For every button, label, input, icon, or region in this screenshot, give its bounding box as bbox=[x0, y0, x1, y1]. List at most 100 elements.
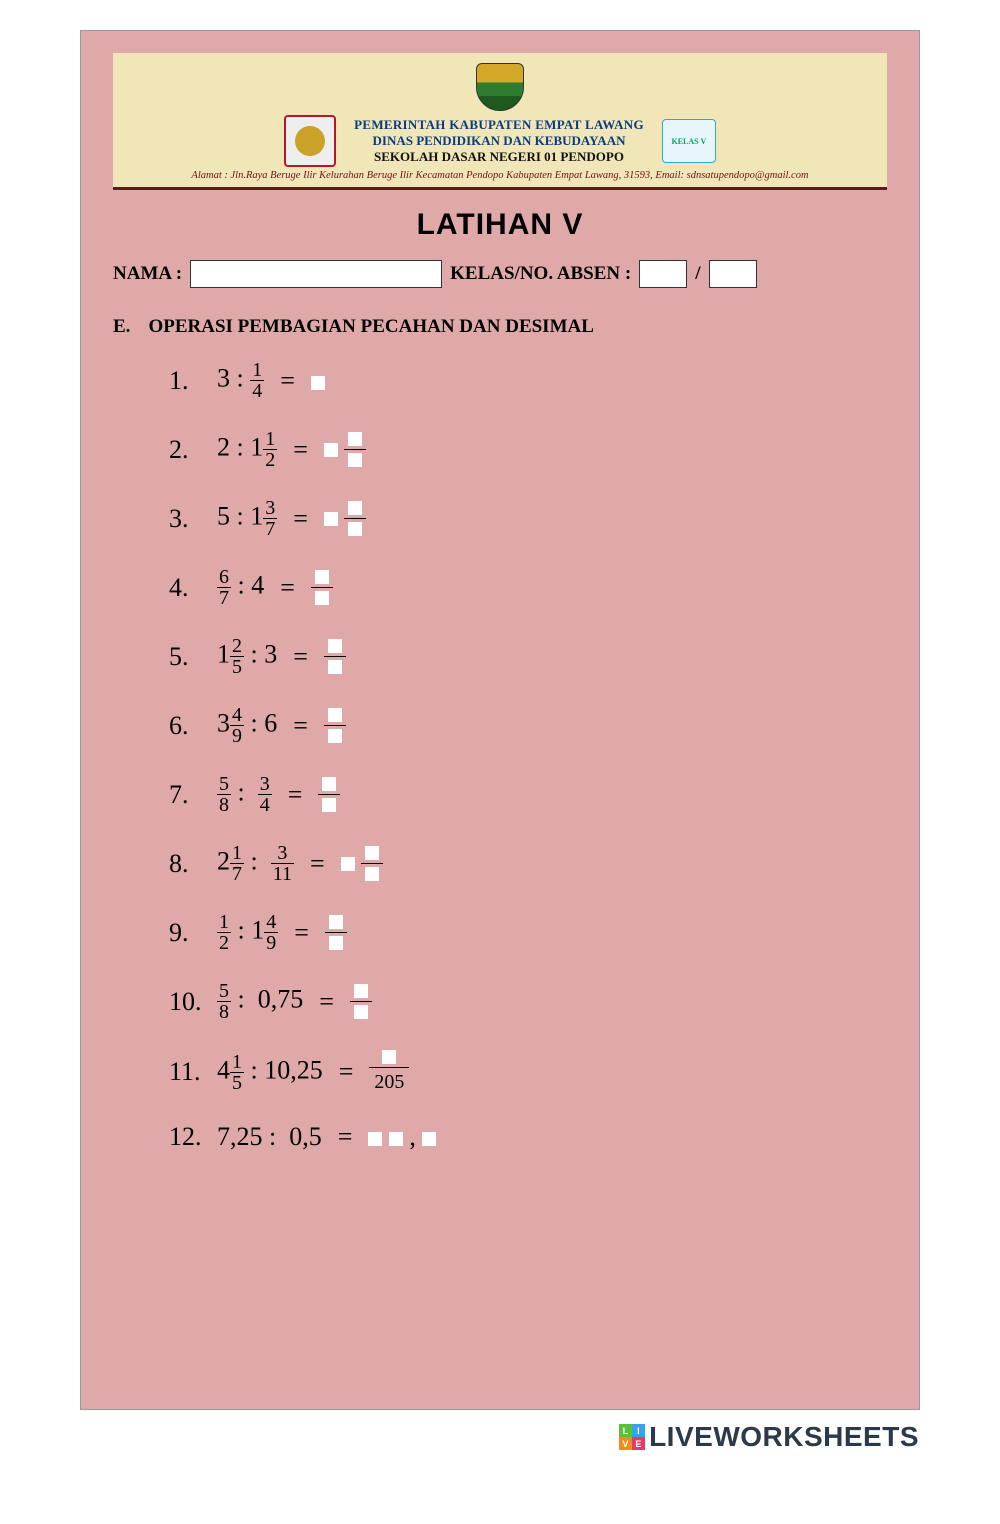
problem-number: 3. bbox=[169, 504, 207, 534]
equals-sign: = bbox=[280, 366, 295, 396]
problem-lhs: 12 : 149 bbox=[217, 912, 278, 953]
letterhead-address: Alamat : Jln.Raya Beruge Ilir Kelurahan … bbox=[125, 170, 875, 181]
answer-blank[interactable] bbox=[348, 453, 362, 467]
school-emblem-icon bbox=[284, 115, 336, 167]
section-letter: E. bbox=[113, 316, 130, 338]
class-label: KELAS/NO. ABSEN : bbox=[450, 263, 631, 285]
name-input[interactable] bbox=[190, 260, 442, 288]
answer-blank[interactable] bbox=[329, 936, 343, 950]
equals-sign: = bbox=[338, 1122, 353, 1152]
problem-list: 1. 3 : 14 = 2. 2 : 112 = 3. 5 : 137 = 4. 67 : 4 =… bbox=[169, 360, 887, 1152]
watermark-badge-icon: L I V E bbox=[619, 1424, 645, 1450]
answer-blank[interactable] bbox=[382, 1050, 396, 1064]
answer-blank[interactable] bbox=[422, 1132, 436, 1146]
answer-blank[interactable] bbox=[328, 660, 342, 674]
answer-blank[interactable] bbox=[354, 1005, 368, 1019]
equals-sign: = bbox=[293, 504, 308, 534]
answer-blank[interactable] bbox=[389, 1132, 403, 1146]
problem-lhs: 67 : 4 bbox=[217, 567, 264, 608]
equals-sign: = bbox=[293, 435, 308, 465]
problem-number: 5. bbox=[169, 642, 207, 672]
problem-row: 11. 415 : 10,25 = 205 bbox=[169, 1050, 887, 1094]
problem-number: 1. bbox=[169, 366, 207, 396]
equals-sign: = bbox=[319, 987, 334, 1017]
problem-rhs bbox=[350, 984, 372, 1019]
answer-blank[interactable] bbox=[348, 501, 362, 515]
problem-number: 7. bbox=[169, 780, 207, 810]
answer-blank[interactable] bbox=[322, 777, 336, 791]
problem-rhs bbox=[325, 915, 347, 950]
answer-blank[interactable] bbox=[365, 846, 379, 860]
problem-rhs bbox=[324, 501, 367, 536]
answer-blank[interactable] bbox=[328, 708, 342, 722]
equals-sign: = bbox=[288, 780, 303, 810]
page-title: LATIHAN V bbox=[113, 208, 887, 242]
section-heading: E. OPERASI PEMBAGIAN PECAHAN DAN DESIMAL bbox=[113, 316, 887, 338]
problem-rhs bbox=[324, 432, 367, 467]
answer-blank[interactable] bbox=[341, 857, 355, 871]
problem-lhs: 5 : 137 bbox=[217, 498, 277, 539]
problem-number: 10. bbox=[169, 987, 207, 1017]
name-label: NAMA : bbox=[113, 263, 182, 285]
answer-blank[interactable] bbox=[328, 639, 342, 653]
problem-number: 11. bbox=[169, 1057, 207, 1087]
letterhead-text: PEMERINTAH KABUPATEN EMPAT LAWANG DINAS … bbox=[354, 117, 644, 165]
identity-row: NAMA : KELAS/NO. ABSEN : / bbox=[113, 260, 887, 288]
letterhead-line-2: DINAS PENDIDIKAN DAN KEBUDAYAAN bbox=[373, 133, 626, 149]
problem-row: 9. 12 : 149 = bbox=[169, 912, 887, 953]
problem-rhs: 205 bbox=[369, 1050, 409, 1094]
problem-lhs: 415 : 10,25 bbox=[217, 1052, 323, 1093]
answer-blank[interactable] bbox=[328, 729, 342, 743]
letterhead-row: PEMERINTAH KABUPATEN EMPAT LAWANG DINAS … bbox=[125, 115, 875, 167]
answer-blank[interactable] bbox=[348, 522, 362, 536]
problem-number: 9. bbox=[169, 918, 207, 948]
problem-number: 2. bbox=[169, 435, 207, 465]
answer-blank[interactable] bbox=[324, 512, 338, 526]
worksheet-page: PEMERINTAH KABUPATEN EMPAT LAWANG DINAS … bbox=[80, 30, 920, 1410]
problem-rhs bbox=[311, 570, 333, 605]
problem-row: 7.58 : 34= bbox=[169, 774, 887, 815]
answer-blank[interactable] bbox=[315, 570, 329, 584]
equals-sign: = bbox=[293, 711, 308, 741]
answer-blank[interactable] bbox=[315, 591, 329, 605]
answer-blank[interactable] bbox=[311, 376, 325, 390]
problem-rhs bbox=[341, 846, 384, 881]
problem-lhs: 3 : 14 bbox=[217, 360, 264, 401]
letterhead-line-1: PEMERINTAH KABUPATEN EMPAT LAWANG bbox=[354, 117, 644, 133]
problem-number: 6. bbox=[169, 711, 207, 741]
letterhead-top-logo bbox=[125, 63, 875, 111]
watermark-text: LIVEWORKSHEETS bbox=[649, 1421, 919, 1453]
problem-number: 4. bbox=[169, 573, 207, 603]
equals-sign: = bbox=[294, 918, 309, 948]
problem-lhs: 2 : 112 bbox=[217, 429, 277, 470]
problem-lhs: 7,25 : 0,5 bbox=[217, 1122, 322, 1152]
problem-rhs: , bbox=[368, 1122, 436, 1152]
problem-lhs: 217 : 311 bbox=[217, 843, 294, 884]
problem-lhs: 58 : 0,75 bbox=[217, 981, 303, 1022]
problem-row: 4. 67 : 4 = bbox=[169, 567, 887, 608]
problem-row: 1. 3 : 14 = bbox=[169, 360, 887, 401]
answer-blank[interactable] bbox=[329, 915, 343, 929]
absen-input[interactable] bbox=[709, 260, 757, 288]
answer-blank[interactable] bbox=[368, 1132, 382, 1146]
problem-row: 10. 58 : 0,75 = bbox=[169, 981, 887, 1022]
answer-blank[interactable] bbox=[354, 984, 368, 998]
equals-sign: = bbox=[280, 573, 295, 603]
problem-row: 8.217 : 311= bbox=[169, 843, 887, 884]
section-title: OPERASI PEMBAGIAN PECAHAN DAN DESIMAL bbox=[148, 316, 593, 338]
problem-row: 5.125 : 3= bbox=[169, 636, 887, 677]
liveworksheets-watermark: L I V E LIVEWORKSHEETS bbox=[619, 1421, 919, 1453]
answer-blank[interactable] bbox=[322, 798, 336, 812]
answer-blank[interactable] bbox=[324, 443, 338, 457]
problem-number: 8. bbox=[169, 849, 207, 879]
problem-rhs bbox=[318, 777, 340, 812]
problem-rhs bbox=[324, 708, 346, 743]
class-input[interactable] bbox=[639, 260, 687, 288]
problem-rhs bbox=[324, 639, 346, 674]
equals-sign: = bbox=[339, 1057, 354, 1087]
equals-sign: = bbox=[293, 642, 308, 672]
answer-blank[interactable] bbox=[365, 867, 379, 881]
answer-blank[interactable] bbox=[348, 432, 362, 446]
separator-slash: / bbox=[695, 263, 700, 285]
class-badge-icon: KELAS V bbox=[662, 119, 716, 163]
